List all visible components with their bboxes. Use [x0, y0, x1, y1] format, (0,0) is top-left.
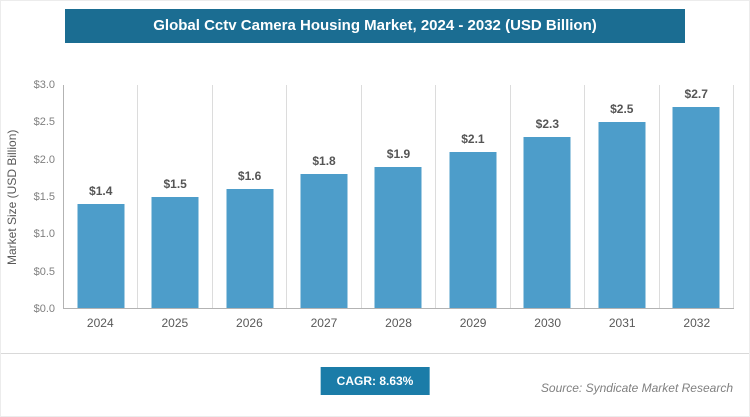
bar-column: $2.7 [660, 85, 734, 308]
bar [374, 166, 422, 308]
y-tick-label: $3.0 [33, 79, 55, 91]
bar-column: $1.9 [362, 85, 437, 308]
x-axis-label: 2028 [385, 316, 412, 330]
bar [449, 151, 497, 308]
bar-value-label: $1.4 [89, 183, 113, 198]
bar-column: $1.6 [213, 85, 288, 308]
bar-value-label: $2.7 [684, 87, 708, 102]
bar-column: $2.1 [436, 85, 511, 308]
y-axis-ticks: $0.0 $0.5 $1.0 $1.5 $2.0 $2.5 $3.0 [21, 79, 59, 315]
bar-column: $1.5 [138, 85, 213, 308]
x-axis-label: 2030 [534, 316, 561, 330]
x-axis-label: 2032 [683, 316, 711, 330]
bar-value-label: $2.1 [461, 131, 485, 146]
bar [523, 137, 571, 308]
x-axis-label: 2026 [236, 316, 263, 330]
bar-column: $1.8 [287, 85, 362, 308]
bar [151, 196, 199, 308]
x-axis-label: 2031 [608, 316, 636, 330]
bar-value-label: $2.5 [610, 102, 634, 117]
y-axis-title: Market Size (USD Billion) [5, 129, 19, 265]
bar [672, 107, 720, 308]
bar-column: $1.4 [64, 85, 139, 308]
bar-column: $2.3 [511, 85, 586, 308]
y-tick-label: $1.0 [33, 228, 55, 241]
bar [77, 203, 125, 308]
bar [598, 122, 646, 308]
cagr-badge: CAGR: 8.63% [320, 367, 430, 395]
y-tick-label: $2.5 [33, 116, 55, 129]
bar-value-label: $2.3 [535, 117, 560, 132]
x-axis-labels: 2024 2025 2026 2027 2028 2029 2030 2031 2032 [63, 316, 734, 330]
footer-divider [1, 353, 749, 354]
y-tick-label: $2.0 [33, 153, 55, 166]
chart-title: Global Cctv Camera Housing Market, 2024 … [65, 9, 685, 43]
bar [300, 174, 348, 308]
plot-area: $1.4 $1.5 $1.6 $1.8 $1.9 $2.1 $2.3 $2.5 $2.7 [63, 85, 734, 309]
x-axis-label: 2027 [310, 316, 338, 330]
x-axis-label: 2029 [459, 316, 487, 330]
source-text: Source: Syndicate Market Research [540, 381, 733, 395]
bar-column: $2.5 [585, 85, 660, 308]
y-tick-label: $0.0 [33, 303, 55, 315]
bar [226, 189, 274, 308]
bar-value-label: $1.6 [237, 169, 262, 184]
bar-value-label: $1.8 [312, 154, 336, 169]
x-axis-label: 2024 [86, 316, 114, 330]
y-tick-label: $1.5 [33, 191, 55, 203]
x-axis-label: 2025 [161, 316, 189, 330]
bar-value-label: $1.5 [163, 176, 187, 191]
bar-value-label: $1.9 [386, 146, 411, 161]
y-tick-label: $0.5 [33, 265, 55, 278]
